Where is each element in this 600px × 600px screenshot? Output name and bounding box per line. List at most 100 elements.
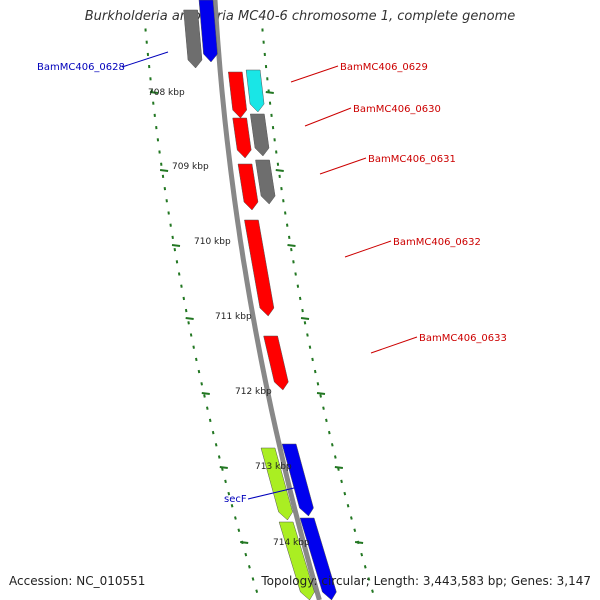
- outer-tick-dot: [303, 321, 307, 325]
- gene-label: BamMC406_0628: [37, 62, 125, 73]
- inner-tick-dot: [230, 504, 234, 508]
- kbp-label: 714 kbp: [273, 538, 310, 548]
- inner-tick-dot: [200, 382, 203, 386]
- outer-tick-dot: [350, 516, 353, 520]
- gene-arrow-next-green: [278, 521, 315, 600]
- outer-tick-dot: [330, 443, 334, 447]
- inner-tick-dot: [251, 577, 255, 581]
- outer-tick-dot: [367, 577, 371, 581]
- kbp-label: 713 kbp: [255, 462, 292, 472]
- outer-tick-dot: [343, 491, 347, 496]
- gene-label: BamMC406_0630: [353, 104, 441, 115]
- major-tick: [334, 466, 343, 469]
- outer-tick-dot: [371, 589, 374, 593]
- gene-label: BamMC406_0629: [340, 62, 428, 73]
- inner-tick-dot: [184, 308, 188, 313]
- major-tick: [171, 244, 181, 247]
- outer-tick-dot: [353, 528, 357, 532]
- inner-tick-dot: [195, 357, 198, 362]
- gene-label: BamMC406_0631: [368, 154, 456, 165]
- gene-label: BamMC406_0633: [419, 333, 507, 344]
- gene-arrow-next-blue: [299, 517, 337, 600]
- major-tick: [159, 169, 169, 172]
- gene-arrow-0631-gray: [255, 159, 276, 205]
- inner-tick-dot: [211, 430, 215, 435]
- gene-arrow-0628-blue: [198, 0, 218, 63]
- major-tick: [149, 91, 159, 94]
- gene-label: BamMC406_0632: [393, 237, 481, 248]
- inner-tick-dot: [208, 418, 212, 423]
- outer-tick-dot: [316, 382, 320, 386]
- outer-tick-dot: [340, 479, 343, 484]
- outer-tick-dot: [327, 430, 331, 435]
- major-tick: [185, 317, 194, 320]
- major-tick: [201, 392, 210, 395]
- outer-tick-dot: [301, 308, 304, 313]
- outer-tick-dot: [311, 357, 314, 362]
- inner-tick-dot: [244, 552, 248, 557]
- topology-text: Topology: circular; Length: 3,443,583 bp…: [261, 574, 591, 588]
- outer-tick-dot: [298, 296, 302, 301]
- inner-tick-dot: [248, 565, 251, 569]
- genome-backbone: [212, 0, 322, 600]
- label-leader-line: [121, 51, 169, 68]
- inner-tick-dot: [237, 528, 241, 532]
- gene-arrow-0631-red: [237, 163, 259, 211]
- kbp-label: 708 kbp: [148, 88, 185, 98]
- inner-tick-dot: [203, 394, 206, 398]
- inner-tick-dot: [189, 333, 193, 337]
- outer-tick-dot: [363, 565, 367, 569]
- inner-tick-dot: [187, 321, 190, 325]
- kbp-label: 712 kbp: [235, 387, 272, 397]
- major-tick: [265, 91, 274, 94]
- accession-text: Accession: NC_010551: [9, 574, 146, 588]
- label-leader-line: [370, 336, 418, 354]
- major-tick: [275, 169, 284, 172]
- gene-arrow-0633: [263, 335, 289, 391]
- inner-tick-dot: [255, 589, 259, 593]
- inner-tick-dot: [197, 369, 201, 374]
- gene-arrow-secF-blue: [281, 443, 314, 517]
- gene-arrow-0632: [244, 219, 275, 317]
- outer-tick-dot: [360, 552, 364, 557]
- outer-tick-dot: [308, 345, 312, 349]
- label-leader-line: [247, 487, 295, 500]
- gene-arrow-0630-gray: [250, 113, 270, 157]
- inner-tick-dot: [206, 406, 209, 410]
- inner-tick-dot: [192, 345, 195, 349]
- outer-tick-dot: [346, 504, 350, 508]
- inner-tick-dot: [217, 455, 221, 459]
- outer-tick-dot: [322, 406, 325, 410]
- label-leader-line: [344, 240, 392, 258]
- inner-tick-dot: [180, 284, 183, 288]
- gene-arrow-0629-cyan: [245, 69, 265, 113]
- label-leader-line: [304, 107, 352, 127]
- outer-tick-dot: [313, 369, 317, 374]
- inner-tick-dot: [214, 443, 218, 447]
- outer-tick-dot: [306, 333, 309, 337]
- outer-tick-dot: [296, 284, 300, 288]
- outer-tick-dot: [325, 418, 328, 423]
- kbp-label: 710 kbp: [194, 237, 231, 247]
- gene-arrow-0628-gray: [183, 9, 203, 69]
- inner-tick-dot: [227, 491, 231, 496]
- gene-arrow-secF-green: [260, 447, 293, 521]
- gene-arrow-0630-red: [232, 117, 252, 159]
- gene-arrow-0629-red: [228, 71, 247, 119]
- major-tick: [219, 466, 228, 469]
- inner-tick-dot: [224, 479, 227, 484]
- outer-tick-dot: [334, 455, 337, 459]
- major-tick: [354, 541, 364, 544]
- label-leader-line: [319, 157, 367, 175]
- label-leader-line: [290, 65, 339, 83]
- kbp-label: 709 kbp: [172, 162, 209, 172]
- major-tick: [300, 317, 310, 320]
- inner-tick-dot: [182, 296, 186, 301]
- kbp-label: 711 kbp: [215, 312, 252, 322]
- major-tick: [240, 541, 249, 544]
- inner-tick-dot: [234, 516, 237, 520]
- major-tick: [287, 244, 296, 247]
- gene-label: secF: [224, 494, 247, 505]
- outer-tick-dot: [319, 394, 322, 398]
